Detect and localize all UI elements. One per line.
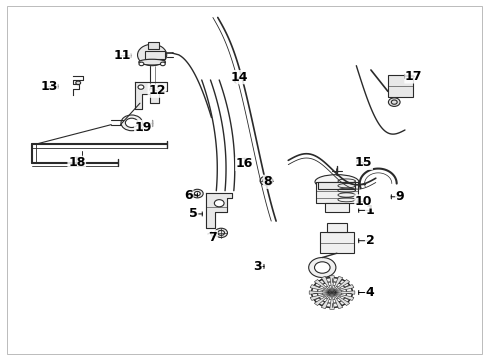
Wedge shape xyxy=(331,291,354,294)
Text: 17: 17 xyxy=(404,70,422,83)
Wedge shape xyxy=(329,276,334,293)
Bar xyxy=(324,203,348,212)
Bar xyxy=(326,223,346,232)
Circle shape xyxy=(194,192,200,196)
Circle shape xyxy=(308,257,335,278)
Text: 19: 19 xyxy=(134,121,152,134)
Circle shape xyxy=(214,228,227,238)
Circle shape xyxy=(160,62,165,66)
Text: 13: 13 xyxy=(41,80,58,93)
Text: 11: 11 xyxy=(113,49,130,62)
Circle shape xyxy=(314,262,329,273)
Wedge shape xyxy=(308,291,331,294)
Wedge shape xyxy=(309,293,331,301)
Text: 18: 18 xyxy=(68,156,85,169)
Wedge shape xyxy=(331,285,353,293)
Text: 9: 9 xyxy=(395,190,404,203)
Circle shape xyxy=(121,115,142,131)
Circle shape xyxy=(157,85,163,89)
Wedge shape xyxy=(321,276,331,293)
Wedge shape xyxy=(329,293,334,309)
Wedge shape xyxy=(331,293,349,306)
Bar xyxy=(319,232,353,253)
Text: 14: 14 xyxy=(230,71,248,84)
Bar xyxy=(144,51,165,59)
Text: 8: 8 xyxy=(263,175,272,188)
Circle shape xyxy=(260,176,272,185)
Bar xyxy=(387,75,412,97)
Circle shape xyxy=(76,81,81,85)
Wedge shape xyxy=(314,293,331,306)
Wedge shape xyxy=(331,279,349,293)
Text: 2: 2 xyxy=(365,234,373,247)
Ellipse shape xyxy=(314,175,358,189)
Text: 3: 3 xyxy=(253,260,262,273)
Circle shape xyxy=(137,44,166,66)
Text: 4: 4 xyxy=(365,286,373,299)
Bar xyxy=(315,182,357,203)
Ellipse shape xyxy=(139,59,165,65)
Circle shape xyxy=(311,278,352,307)
Circle shape xyxy=(191,189,203,198)
Text: 12: 12 xyxy=(148,84,165,97)
Circle shape xyxy=(139,62,143,66)
Circle shape xyxy=(317,282,346,303)
Text: 5: 5 xyxy=(189,207,198,220)
Wedge shape xyxy=(309,285,331,293)
Wedge shape xyxy=(331,293,353,301)
Bar xyxy=(148,42,159,49)
Circle shape xyxy=(387,98,399,107)
Text: 10: 10 xyxy=(354,195,372,208)
Bar xyxy=(318,182,355,189)
Polygon shape xyxy=(205,193,232,228)
Polygon shape xyxy=(135,82,166,109)
Wedge shape xyxy=(331,276,342,293)
Text: 16: 16 xyxy=(235,157,253,170)
Wedge shape xyxy=(321,293,331,309)
Circle shape xyxy=(214,200,224,207)
Text: 6: 6 xyxy=(184,189,192,202)
Text: 1: 1 xyxy=(365,204,373,217)
Text: 15: 15 xyxy=(354,156,372,169)
Wedge shape xyxy=(314,279,331,293)
Text: 7: 7 xyxy=(208,231,217,244)
Circle shape xyxy=(125,118,138,127)
Wedge shape xyxy=(331,293,342,309)
Circle shape xyxy=(138,85,143,89)
